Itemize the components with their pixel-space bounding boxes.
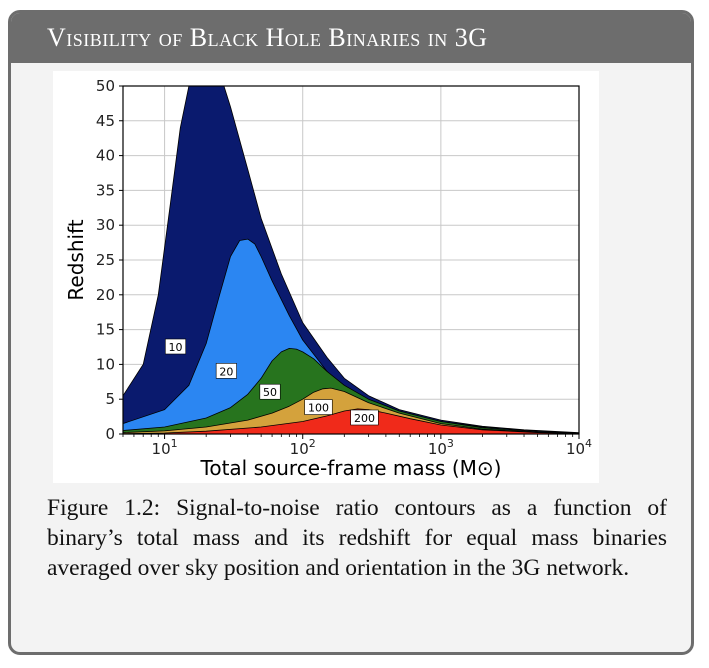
contour-area-snr-50	[123, 348, 579, 434]
y-tick-label: 30	[96, 216, 115, 234]
x-tick-label: 101	[152, 437, 178, 458]
x-tick-label: 102	[290, 437, 316, 458]
x-axis-ticks: 101 102 103 104	[122, 434, 592, 458]
contour-label-200: 200	[354, 412, 375, 425]
contour-label-box	[165, 338, 187, 355]
y-tick-label: 35	[96, 181, 115, 199]
contour-label-50: 50	[263, 386, 277, 399]
y-tick-label: 15	[96, 321, 115, 339]
y-tick-label: 10	[96, 355, 115, 373]
y-tick-label: 20	[96, 286, 115, 304]
contour-labels: 10 20 50 100 200	[165, 338, 379, 426]
y-tick-label: 0	[105, 425, 115, 443]
y-axis-label: Redshift	[64, 219, 88, 300]
contour-label-10: 10	[169, 341, 183, 354]
y-tick-label: 50	[96, 77, 115, 95]
y-tick-label: 45	[96, 112, 115, 130]
x-tick-label: 104	[566, 437, 592, 458]
contour-label-box	[215, 363, 237, 379]
x-tick-label: 103	[428, 437, 454, 458]
contour-label-box	[259, 383, 281, 400]
figure-panel: Visibility of Black Hole Binaries in 3G …	[8, 10, 694, 655]
contour-area-snr-20	[123, 238, 579, 434]
y-tick-label: 25	[96, 251, 115, 269]
contour-areas	[123, 86, 579, 434]
contour-label-box	[304, 399, 333, 415]
contour-label-box	[350, 409, 379, 426]
chart-svg: 101 102 103 104 0 5 10 15 20 25 30 35 40 45 50 10 20 50…	[64, 77, 592, 480]
contour-label-20: 20	[219, 365, 233, 378]
chart: 101 102 103 104 0 5 10 15 20 25 30 35 40 45 50 10 20 50…	[53, 71, 599, 483]
contour-label-100: 100	[308, 402, 329, 415]
y-tick-label: 5	[105, 390, 115, 408]
figure-caption: Figure 1.2: Signal-to-noise ratio contou…	[47, 495, 667, 581]
x-axis-label: Total source-frame mass (M⊙)	[200, 456, 502, 480]
y-axis-ticks: 0 5 10 15 20 25 30 35 40 45 50	[96, 77, 123, 443]
panel-title: Visibility of Black Hole Binaries in 3G	[11, 13, 691, 63]
y-tick-label: 40	[96, 147, 115, 165]
